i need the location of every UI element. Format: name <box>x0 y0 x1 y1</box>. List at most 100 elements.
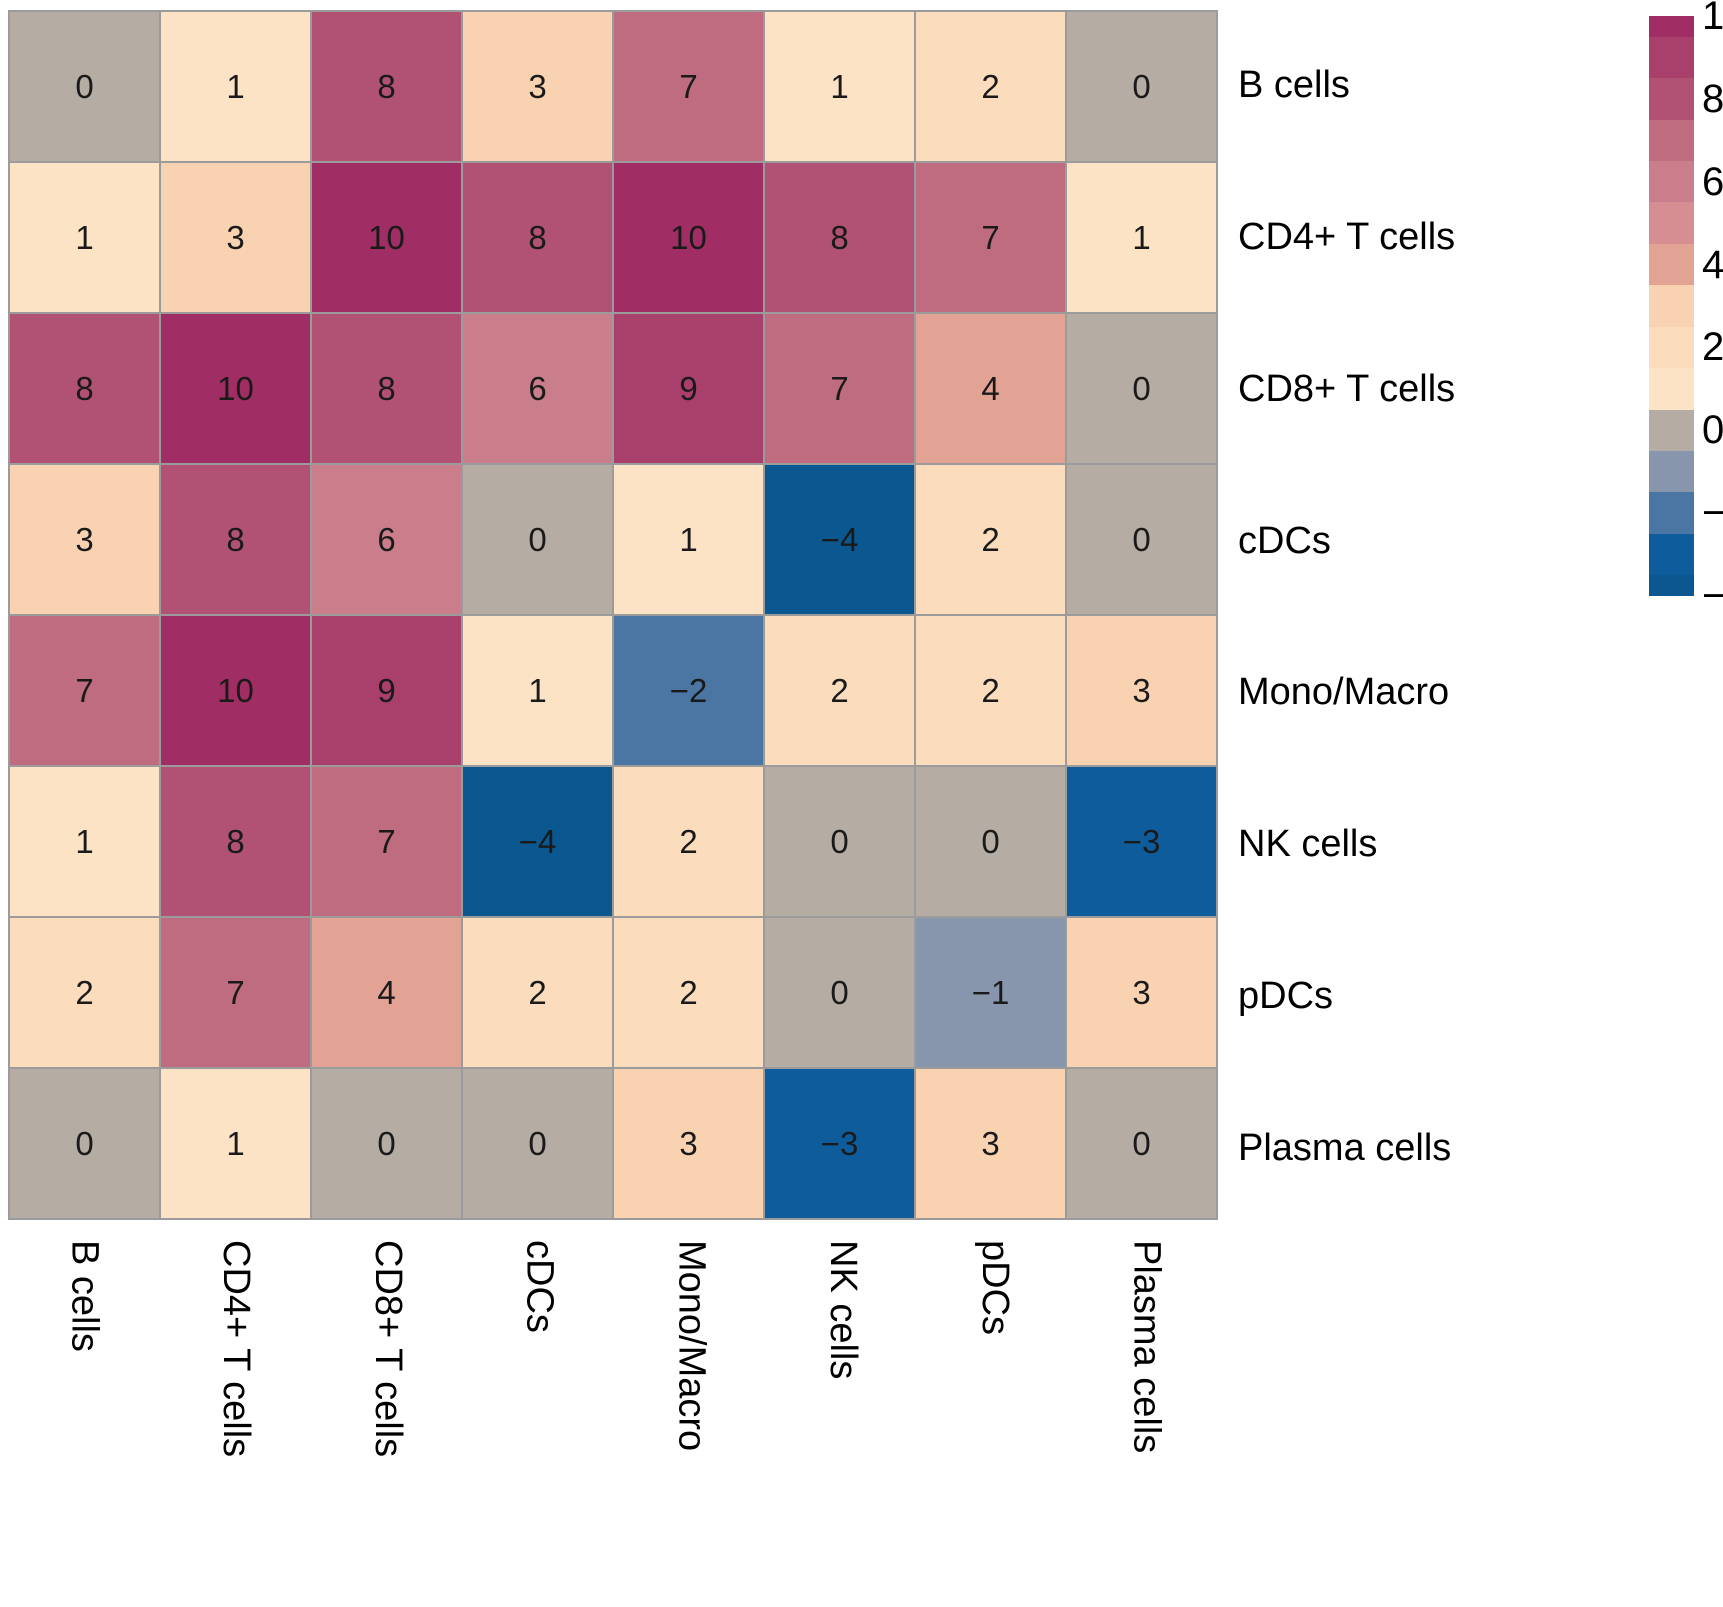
colorbar <box>1649 16 1694 596</box>
heatmap-cell: 7 <box>614 12 763 161</box>
heatmap-cell: 7 <box>10 616 159 765</box>
heatmap-cell: 0 <box>765 767 914 916</box>
heatmap-cell: 0 <box>916 767 1065 916</box>
heatmap-cell: 8 <box>765 163 914 312</box>
heatmap-cell: 10 <box>161 314 310 463</box>
heatmap-cell: 8 <box>10 314 159 463</box>
column-label: NK cells <box>822 1240 865 1380</box>
heatmap-cell: 4 <box>916 314 1065 463</box>
colorbar-tick-label: 2 <box>1702 325 1723 370</box>
colorbar-band <box>1649 451 1694 493</box>
colorbar-tick-label: 6 <box>1702 159 1723 204</box>
heatmap-cell: 1 <box>161 1069 310 1218</box>
row-label: Mono/Macro <box>1238 671 1450 714</box>
colorbar-tick-labels: 10 8 6 4 2 0 −2 −4 <box>1702 0 1723 616</box>
heatmap-cell: 0 <box>1067 465 1216 614</box>
heatmap-cell: −1 <box>916 918 1065 1067</box>
heatmap-cell: 0 <box>1067 12 1216 161</box>
heatmap-cell: 2 <box>916 12 1065 161</box>
colorbar-band <box>1649 119 1694 161</box>
column-label: pDCs <box>973 1240 1016 1336</box>
row-label: NK cells <box>1238 823 1378 866</box>
heatmap-cell: 8 <box>161 767 310 916</box>
heatmap-cell: 3 <box>10 465 159 614</box>
column-label: CD4+ T cells <box>215 1240 258 1458</box>
heatmap-cell: 2 <box>916 465 1065 614</box>
colorbar-band <box>1649 409 1694 451</box>
colorbar-tick-label: 10 <box>1702 0 1723 38</box>
heatmap-cell: 2 <box>916 616 1065 765</box>
heatmap-cell: 4 <box>312 918 461 1067</box>
row-label: pDCs <box>1238 974 1334 1017</box>
row-label: CD8+ T cells <box>1238 367 1456 410</box>
column-label: Mono/Macro <box>670 1240 713 1452</box>
heatmap-cell: 2 <box>614 767 763 916</box>
heatmap-cell: 7 <box>312 767 461 916</box>
colorbar-band <box>1649 161 1694 203</box>
row-label: CD4+ T cells <box>1238 216 1456 259</box>
heatmap-cell: 3 <box>1067 616 1216 765</box>
row-axis-labels: B cells CD4+ T cells CD8+ T cells cDCs Mono/… <box>1238 10 1718 1224</box>
heatmap-cell: 0 <box>463 465 612 614</box>
column-label-slot: NK cells <box>767 1240 919 1600</box>
heatmap-cell: 10 <box>614 163 763 312</box>
colorbar-tick-label: 8 <box>1702 76 1723 121</box>
row-label: cDCs <box>1238 519 1331 562</box>
row-label: B cells <box>1238 64 1350 107</box>
colorbar-band <box>1649 285 1694 327</box>
colorbar-band <box>1649 78 1694 120</box>
heatmap-cell: 1 <box>10 767 159 916</box>
heatmap-cell: 7 <box>161 918 310 1067</box>
colorbar-band <box>1649 492 1694 534</box>
colorbar-band <box>1649 368 1694 410</box>
heatmap-cell: 3 <box>1067 918 1216 1067</box>
heatmap-cell: 8 <box>312 314 461 463</box>
heatmap-cell: −2 <box>614 616 763 765</box>
column-label: CD8+ T cells <box>366 1240 409 1458</box>
colorbar-band <box>1649 202 1694 244</box>
column-label-slot: CD8+ T cells <box>312 1240 464 1600</box>
heatmap-cell: 8 <box>463 163 612 312</box>
heatmap-cell: 1 <box>1067 163 1216 312</box>
heatmap-grid: 0 1 8 3 7 1 2 0 1 3 10 8 10 8 7 1 8 10 8 6 9 7 4 0 3 8 6 0 1 −4 2 0 7 10 9… <box>8 10 1218 1220</box>
heatmap-cell: 0 <box>463 1069 612 1218</box>
row-label: Plasma cells <box>1238 1126 1452 1169</box>
heatmap-cell: 0 <box>10 1069 159 1218</box>
heatmap-cell: 6 <box>312 465 461 614</box>
column-label-slot: pDCs <box>919 1240 1071 1600</box>
colorbar-band <box>1649 243 1694 286</box>
column-label-slot: B cells <box>8 1240 160 1600</box>
column-label: cDCs <box>518 1240 561 1333</box>
column-label-slot: Plasma cells <box>1070 1240 1222 1600</box>
colorbar-band <box>1649 16 1694 37</box>
colorbar-band <box>1649 575 1694 596</box>
heatmap-cell: 8 <box>312 12 461 161</box>
heatmap-cell: 2 <box>765 616 914 765</box>
colorbar-tick-label: −4 <box>1702 574 1723 618</box>
heatmap-cell: 1 <box>614 465 763 614</box>
heatmap-cell: 10 <box>312 163 461 312</box>
heatmap-cell: 9 <box>614 314 763 463</box>
colorbar-band <box>1649 36 1694 79</box>
heatmap-cell: −4 <box>765 465 914 614</box>
heatmap-cell: 1 <box>161 12 310 161</box>
heatmap-cell: −4 <box>463 767 612 916</box>
heatmap-cell: 1 <box>765 12 914 161</box>
heatmap-cell: 7 <box>916 163 1065 312</box>
heatmap-cell: 9 <box>312 616 461 765</box>
column-axis-labels: B cells CD4+ T cells CD8+ T cells cDCs Mono/… <box>8 1240 1222 1600</box>
heatmap-cell: −3 <box>765 1069 914 1218</box>
heatmap-cell: 2 <box>463 918 612 1067</box>
colorbar-band <box>1649 326 1694 369</box>
heatmap-cell: 0 <box>1067 1069 1216 1218</box>
heatmap-cell: 3 <box>614 1069 763 1218</box>
colorbar-band <box>1649 533 1694 576</box>
colorbar-tick-label: 0 <box>1702 408 1723 453</box>
heatmap-cell: 0 <box>312 1069 461 1218</box>
heatmap-cell: 1 <box>463 616 612 765</box>
heatmap-cell: 3 <box>916 1069 1065 1218</box>
heatmap-cell: 0 <box>1067 314 1216 463</box>
heatmap-cell: −3 <box>1067 767 1216 916</box>
column-label-slot: CD4+ T cells <box>160 1240 312 1600</box>
